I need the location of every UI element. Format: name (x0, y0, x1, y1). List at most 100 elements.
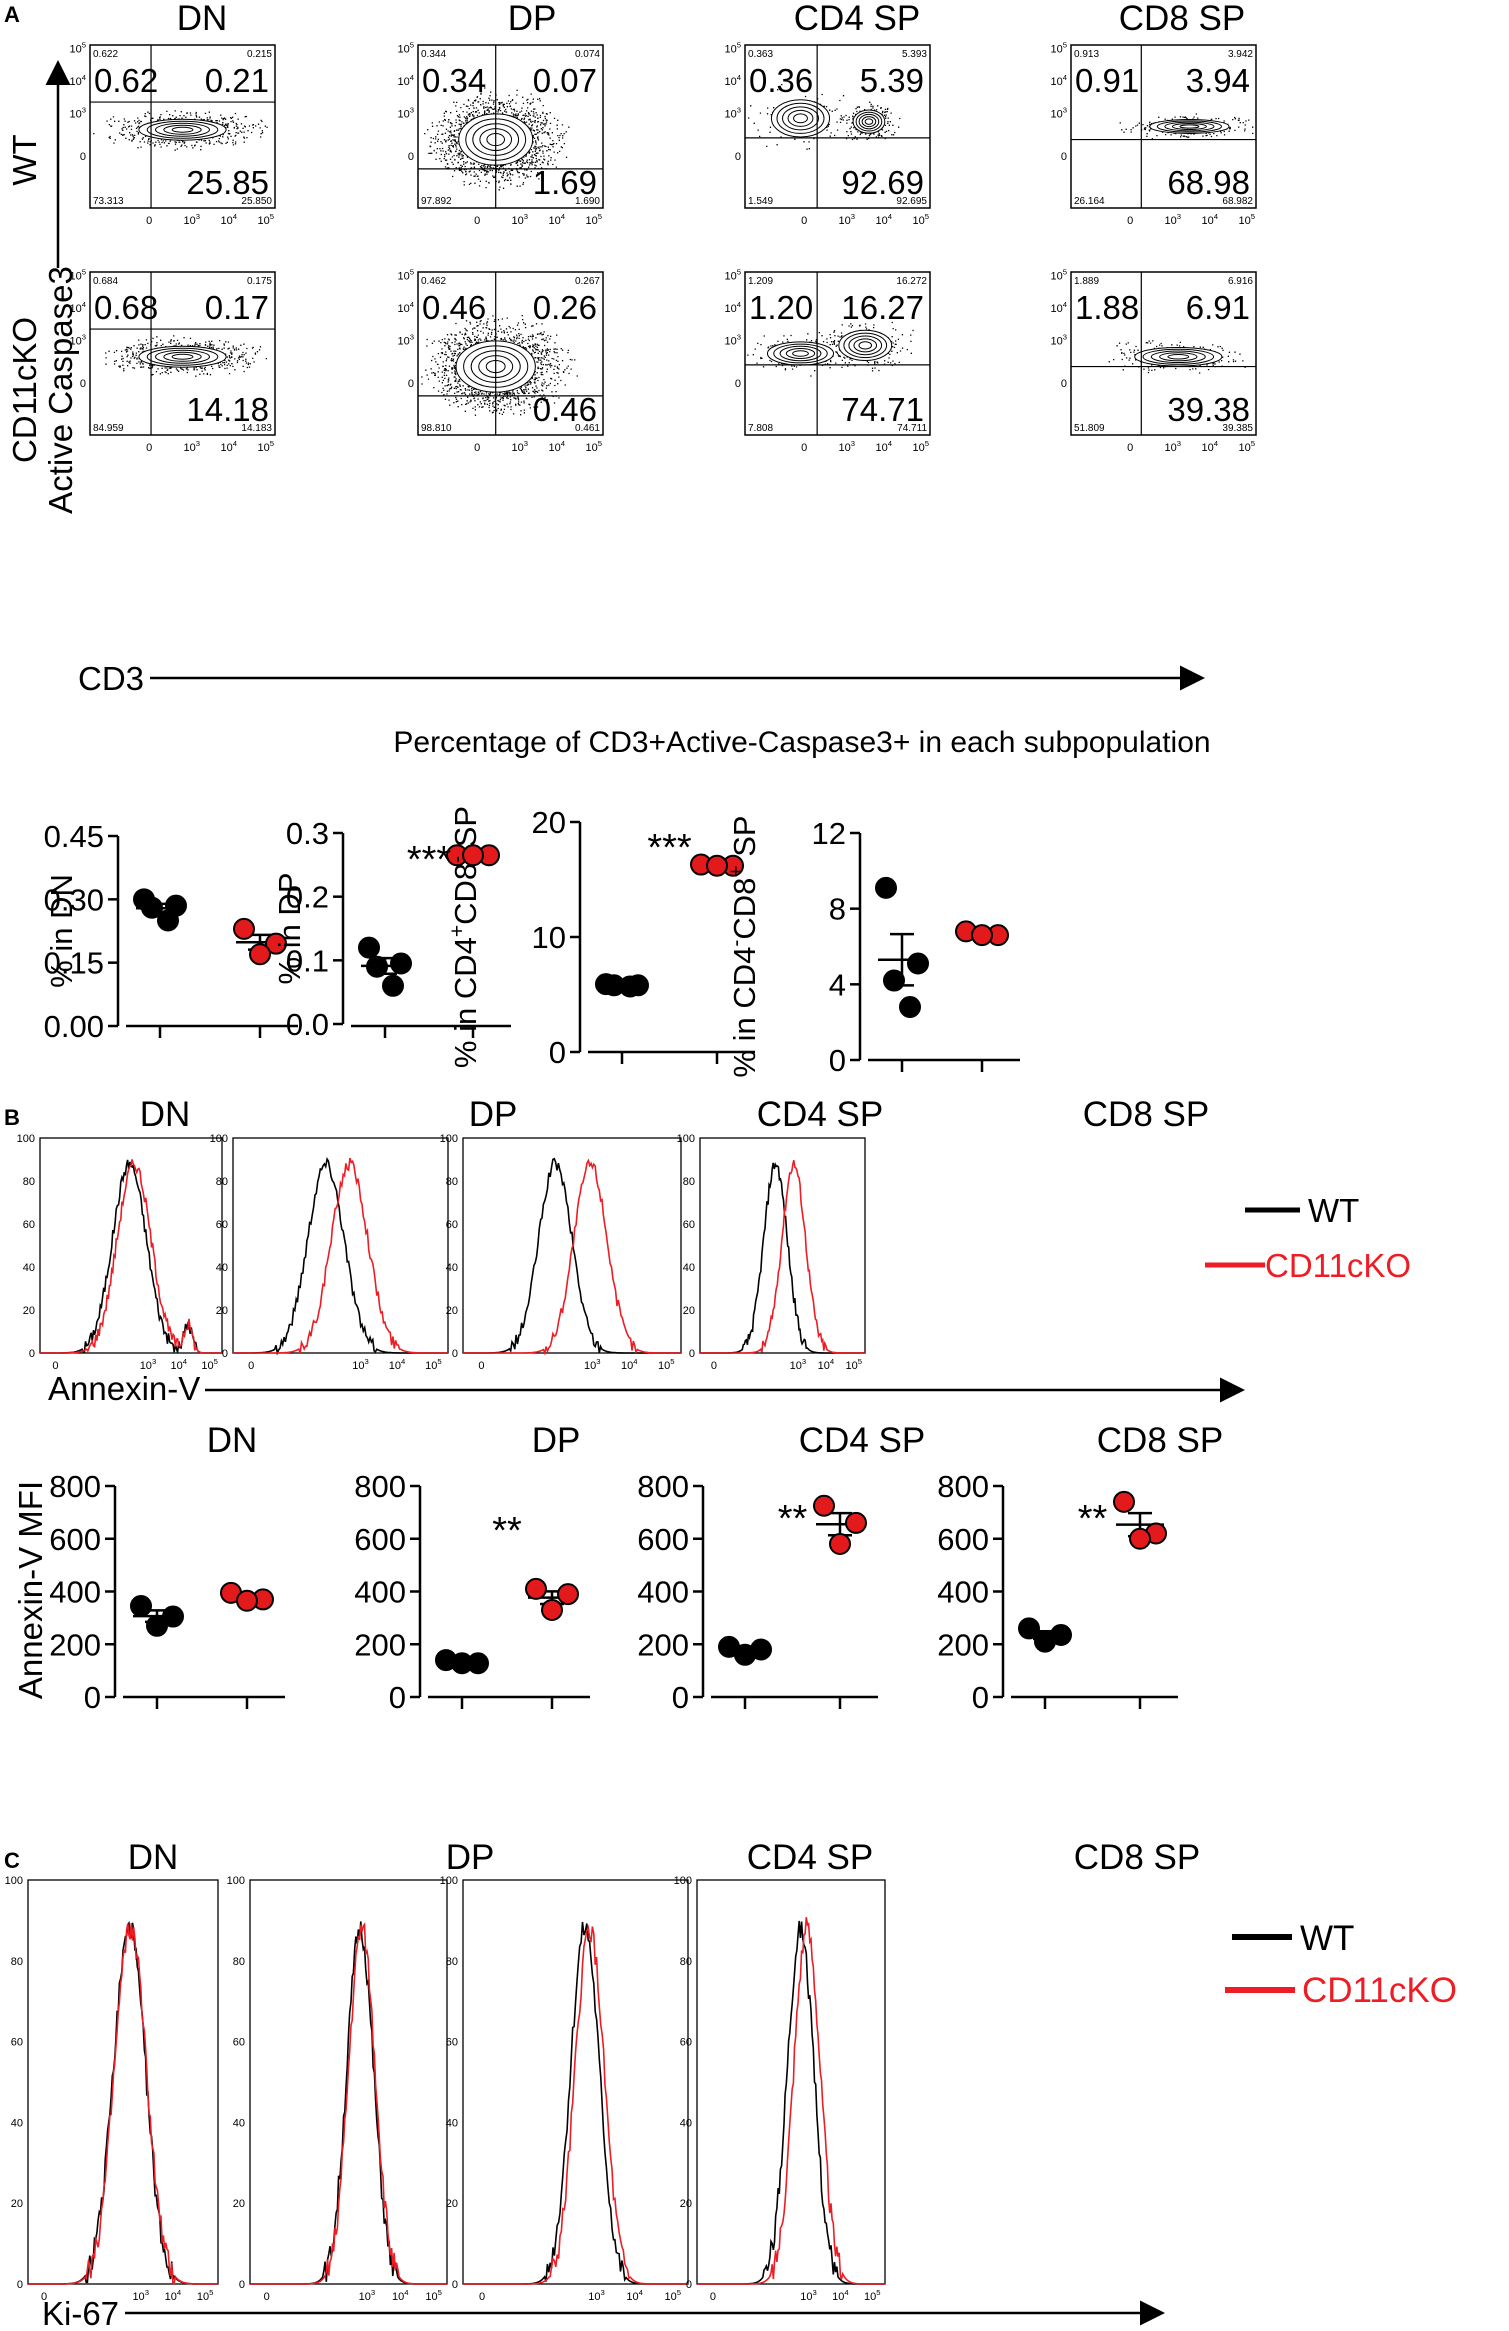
annexin-title-dn: DN (207, 1421, 258, 1460)
histogram-cd8sp: 100 80 60 40 20 0 0 103 104 105 (674, 1875, 886, 2303)
ko-data-point (557, 1583, 579, 1606)
ko-data-point (265, 932, 287, 955)
hist-b-title-cd8sp: CD8 SP (1083, 1095, 1209, 1134)
histogram-y-tick: 100 (17, 1133, 35, 1145)
histogram-x-tick: 105 (658, 1357, 675, 1372)
scatter-annexin-cd4: 0 200 400 600 800 ** (637, 1469, 878, 1715)
facs-frame (89, 44, 276, 209)
histogram-frame (696, 1879, 886, 2285)
histogram-x-tick: 103 (800, 2288, 817, 2303)
quadrant-ul-small: 0.344 (421, 49, 446, 60)
facs-x-tick: 103 (1164, 212, 1181, 227)
y-tick-label: 20 (532, 805, 566, 840)
facs-contour (146, 120, 219, 139)
histogram-x-tick: 0 (248, 1360, 254, 1372)
histogram-x-tick: 0 (479, 2291, 485, 2303)
quadrant-ul-value: 0.46 (422, 289, 486, 326)
histogram-x-tick: 103 (352, 1357, 369, 1372)
facs-y-tick: 0 (1061, 151, 1067, 163)
y-tick-label: 400 (354, 1575, 406, 1610)
x-axis-label-cd3: CD3 (78, 660, 144, 697)
annexin-title-dp: DP (532, 1421, 581, 1460)
facs-frame (89, 271, 276, 436)
y-tick-label: 8 (829, 892, 846, 927)
facs-x-tick: 0 (474, 215, 480, 227)
histogram-x-tick: 103 (584, 1357, 601, 1372)
facs-contour (171, 353, 194, 360)
histogram-y-tick: 40 (23, 1262, 35, 1274)
quadrant-lr-value: 68.98 (1167, 164, 1250, 201)
y-axis-label: % in DN (44, 874, 79, 988)
histogram-x-tick: 103 (359, 2288, 376, 2303)
facs-y-tick: 105 (397, 267, 414, 282)
histogram-y-tick: 60 (216, 1219, 228, 1231)
ki67-axis-label: Ki-67 (42, 2295, 119, 2331)
quadrant-ll-small: 26.164 (1074, 196, 1105, 207)
wt-histogram-line (40, 1159, 222, 1354)
histogram-cd4sp: 100 80 60 40 20 0 0 103 104 105 (440, 1875, 689, 2303)
histogram-dp: 100 80 60 40 20 0 0 103 104 105 (210, 1133, 449, 1372)
ko-histogram-line (463, 1924, 688, 2285)
histogram-y-tick: 100 (677, 1133, 695, 1145)
legend-c-ko-label: CD11cKO (1302, 1971, 1457, 2010)
histogram-y-tick: 100 (210, 1133, 228, 1145)
facs-contour (1156, 120, 1222, 133)
facs-contour (776, 102, 825, 134)
facs-y-tick: 0 (408, 378, 414, 390)
facs-contour (163, 124, 202, 135)
facs-x-tick: 103 (183, 212, 200, 227)
histogram-y-tick: 80 (216, 1176, 228, 1188)
facs-contour (785, 348, 816, 359)
facs-x-tick: 105 (1238, 212, 1255, 227)
facs-x-tick: 105 (585, 439, 602, 454)
y-axis-label: % in DP (272, 873, 307, 985)
facs-y-tick: 105 (69, 267, 86, 282)
annexin-title-cd4sp: CD4 SP (799, 1421, 925, 1460)
facs-x-tick: 0 (146, 215, 152, 227)
facs-plot-cd8sp-cd11cko: 105 104 103 0 0 103 104 105 1.88 6.91 39.38 1.889 6.… (1050, 267, 1257, 454)
histogram-x-tick: 105 (425, 1357, 442, 1372)
y-tick-label: 200 (354, 1627, 406, 1662)
y-tick-label: 200 (937, 1627, 989, 1662)
histogram-x-tick: 103 (790, 1357, 807, 1372)
panel-label-b: B (4, 1105, 20, 1130)
facs-contour (1149, 119, 1230, 134)
histogram-y-tick: 80 (446, 1176, 458, 1188)
wt-histogram-line (700, 1162, 865, 1354)
facs-column-titles: DN DP CD4 SP CD8 SP (177, 0, 1246, 38)
histogram-dn: 100 80 60 40 20 0 0 103 104 105 (5, 1875, 219, 2303)
facs-y-tick: 0 (735, 378, 741, 390)
histogram-y-tick: 80 (446, 1956, 458, 1968)
quadrant-lr-small: 39.385 (1222, 423, 1253, 434)
histogram-y-tick: 60 (683, 1219, 695, 1231)
facs-y-tick: 103 (397, 333, 414, 348)
y-tick-label: 600 (49, 1522, 101, 1557)
facs-frame (744, 44, 931, 209)
ko-data-point (829, 1533, 851, 1556)
hist-c-title-cd8sp: CD8 SP (1074, 1838, 1200, 1877)
ko-data-point (971, 924, 993, 947)
quadrant-lr-value: 74.71 (841, 391, 924, 428)
facs-frame (417, 44, 604, 209)
histogram-x-tick: 104 (626, 2288, 643, 2303)
histogram-y-tick: 40 (683, 1262, 695, 1274)
quadrant-ur-value: 16.27 (841, 289, 924, 326)
scatter-casp-cd8: 0 4 8 12 % in CD4-CD8+ SP (725, 815, 1020, 1078)
quadrant-ur-small: 3.942 (1228, 49, 1253, 60)
wt-data-point (130, 1595, 152, 1618)
wt-data-point (875, 876, 897, 899)
histogram-x-tick: 104 (621, 1357, 638, 1372)
facs-contour (766, 341, 835, 366)
facs-x-tick: 105 (912, 212, 929, 227)
wt-data-point (382, 974, 404, 997)
histogram-y-tick: 0 (239, 2279, 245, 2291)
histogram-y-tick: 80 (683, 1176, 695, 1188)
panel-label-a: A (4, 2, 20, 27)
wt-histogram-line (463, 1157, 681, 1354)
facs-plot-dn-cd11cko: 105 104 103 0 0 103 104 105 0.68 0.17 14.18 0.684 0.… (69, 267, 276, 454)
quadrant-ul-small: 0.363 (748, 49, 773, 60)
panel-label-c: C (4, 1848, 20, 1873)
facs-contour (155, 349, 210, 364)
histogram-y-tick: 40 (446, 1262, 458, 1274)
